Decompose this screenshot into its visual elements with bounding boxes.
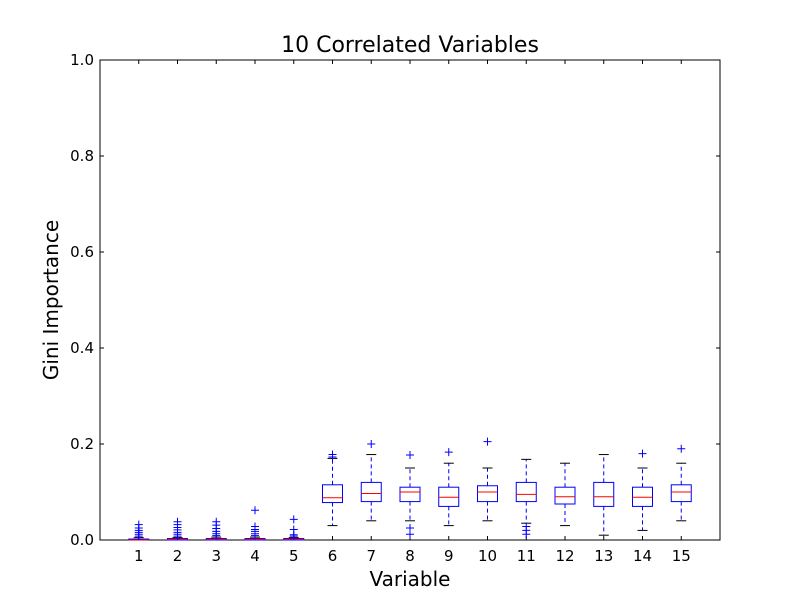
y-tick-label: 1.0 — [70, 51, 94, 69]
flier-point — [367, 440, 376, 448]
flier-point — [638, 449, 647, 458]
x-tick-label: 10 — [478, 547, 497, 565]
y-tick-label: 0.6 — [70, 243, 94, 261]
plot-area: 0.00.20.40.60.81.01 2 3 4 5 6 7 8 9 10 11 12 13 14 15 — [70, 51, 721, 565]
x-tick-label: 7 — [366, 547, 376, 565]
x-tick-label: 14 — [633, 547, 652, 565]
box-group — [244, 506, 266, 541]
flier-point — [251, 522, 259, 531]
flier-point — [289, 515, 298, 524]
x-tick-label: 9 — [444, 547, 454, 565]
flier-point — [289, 525, 298, 534]
flier-point — [134, 520, 143, 529]
box-group — [283, 515, 305, 541]
flier-point — [251, 506, 259, 515]
box-group — [399, 451, 421, 539]
box-group — [670, 444, 692, 522]
flier-point — [406, 524, 414, 532]
flier-point — [677, 444, 686, 453]
x-tick-label: 15 — [672, 547, 691, 565]
box-group — [515, 458, 537, 539]
box-group — [554, 462, 576, 527]
box-group — [322, 450, 343, 527]
x-tick-label: 2 — [173, 547, 183, 565]
box-group — [593, 454, 615, 536]
x-tick-label: 6 — [328, 547, 338, 565]
iqr-box — [477, 485, 498, 503]
x-axis-label: Variable — [370, 567, 451, 591]
iqr-box — [399, 486, 421, 503]
flier-point — [444, 448, 453, 457]
flier-point — [212, 517, 221, 526]
x-tick-label: 8 — [405, 547, 415, 565]
x-tick-label: 13 — [594, 547, 613, 565]
x-tick-label: 5 — [289, 547, 299, 565]
box-group — [205, 517, 227, 541]
iqr-box — [360, 481, 382, 503]
iqr-box — [593, 481, 615, 507]
y-tick-label: 0.0 — [70, 531, 94, 549]
flier-point — [522, 522, 531, 531]
y-tick-label: 0.4 — [70, 339, 94, 357]
x-tick-label: 12 — [555, 547, 574, 565]
iqr-box — [322, 484, 343, 504]
iqr-box — [515, 481, 537, 503]
x-tick-label: 11 — [517, 547, 536, 565]
box-group — [477, 437, 498, 522]
box-group — [128, 520, 150, 541]
box-group — [360, 440, 382, 522]
flier-point — [483, 437, 492, 446]
box-group — [632, 449, 653, 531]
y-tick-label: 0.8 — [70, 147, 94, 165]
x-tick-label: 4 — [250, 547, 260, 565]
x-tick-label: 3 — [211, 547, 221, 565]
chart-title: 10 Correlated Variables — [281, 33, 539, 58]
flier-point — [328, 450, 337, 459]
flier-point — [406, 451, 414, 460]
x-tick-label: 1 — [134, 547, 144, 565]
box-group — [167, 517, 188, 541]
y-tick-label: 0.2 — [70, 435, 94, 453]
iqr-box — [554, 486, 576, 505]
box-group — [438, 448, 460, 527]
flier-point — [173, 517, 182, 526]
y-axis-label: Gini Importance — [39, 220, 63, 380]
iqr-box — [670, 484, 692, 503]
